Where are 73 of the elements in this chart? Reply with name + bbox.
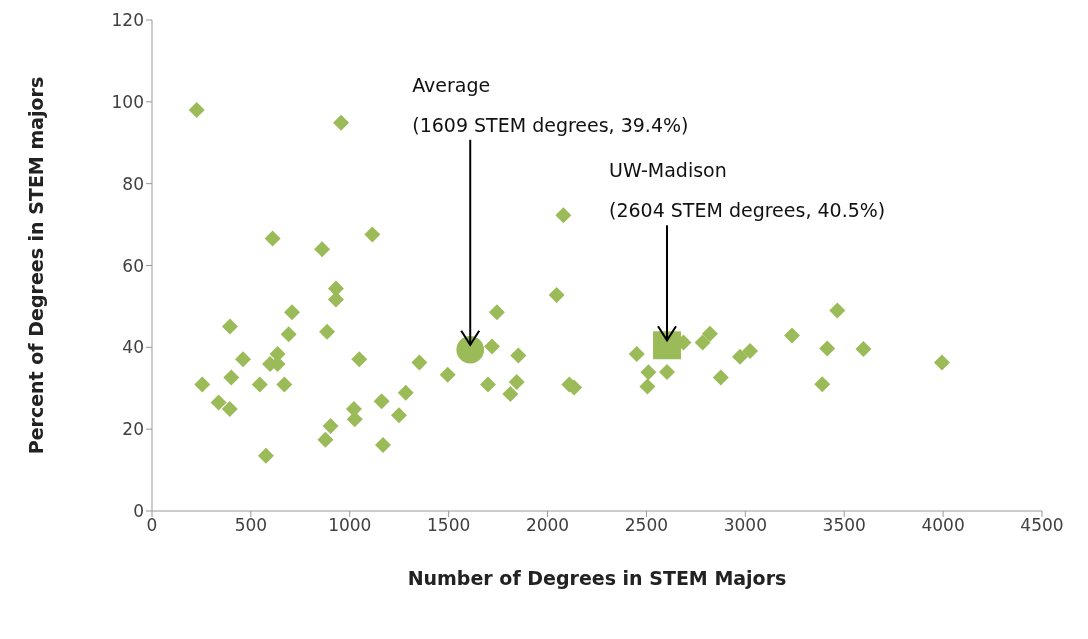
point bbox=[223, 369, 240, 386]
point bbox=[221, 401, 238, 418]
point bbox=[194, 376, 211, 393]
y-tick-label: 100 bbox=[111, 91, 144, 112]
point bbox=[276, 376, 293, 393]
annotation: UW-Madison (2604 STEM degrees, 40.5%) bbox=[609, 159, 886, 222]
point bbox=[210, 394, 227, 411]
point bbox=[548, 286, 565, 303]
point bbox=[373, 393, 390, 410]
x-tick-label: 1500 bbox=[427, 515, 471, 536]
point bbox=[829, 302, 846, 319]
point bbox=[483, 338, 500, 355]
point bbox=[855, 340, 872, 357]
y-tick-label: 60 bbox=[122, 255, 144, 276]
x-tick-label: 3000 bbox=[723, 515, 767, 536]
point bbox=[333, 114, 350, 131]
point bbox=[694, 334, 711, 351]
point bbox=[257, 447, 274, 464]
point bbox=[731, 348, 748, 365]
point bbox=[480, 376, 497, 393]
point bbox=[488, 304, 505, 321]
point bbox=[933, 354, 950, 371]
annotation: Average (1609 STEM degrees, 39.4%) bbox=[412, 73, 689, 136]
point bbox=[784, 327, 801, 344]
point bbox=[188, 102, 205, 119]
x-tick-label: 4000 bbox=[921, 515, 965, 536]
point bbox=[639, 378, 656, 395]
point bbox=[375, 437, 391, 454]
x-tick-label: 2500 bbox=[624, 515, 669, 536]
point bbox=[221, 318, 238, 335]
point bbox=[322, 417, 339, 434]
point bbox=[251, 376, 268, 393]
point bbox=[640, 364, 657, 381]
point bbox=[234, 351, 251, 368]
point bbox=[508, 374, 525, 391]
y-tick-label: 0 bbox=[133, 501, 144, 522]
point bbox=[439, 366, 456, 383]
x-tick-label: 4500 bbox=[1020, 515, 1064, 536]
point bbox=[712, 369, 729, 386]
point bbox=[351, 351, 368, 368]
point bbox=[364, 226, 381, 243]
y-axis-title: Percent of Degrees in STEM majors bbox=[24, 76, 47, 455]
point bbox=[742, 343, 759, 360]
y-tick-label: 80 bbox=[122, 173, 144, 194]
point bbox=[391, 407, 408, 424]
point bbox=[555, 207, 572, 224]
point bbox=[814, 376, 831, 393]
x-tick-label: 0 bbox=[146, 515, 158, 536]
x-tick-label: 2000 bbox=[525, 515, 570, 536]
point bbox=[819, 340, 836, 357]
point bbox=[628, 345, 645, 362]
point bbox=[502, 385, 519, 402]
point bbox=[264, 230, 281, 247]
y-tick-label: 20 bbox=[122, 419, 144, 440]
y-tick-label: 40 bbox=[122, 337, 144, 358]
point bbox=[659, 363, 676, 380]
x-tick-label: 1000 bbox=[328, 515, 372, 536]
point bbox=[456, 336, 485, 364]
point bbox=[317, 431, 334, 448]
point bbox=[397, 384, 414, 401]
point bbox=[346, 411, 363, 428]
x-axis-title: Number of Degrees in STEM Majors bbox=[407, 567, 787, 589]
point bbox=[411, 354, 428, 371]
y-tick-label: 120 bbox=[111, 10, 144, 31]
x-tick-label: 3500 bbox=[822, 515, 866, 536]
point bbox=[510, 347, 527, 364]
point bbox=[284, 304, 301, 321]
x-tick-label: 500 bbox=[234, 515, 268, 536]
point bbox=[701, 325, 718, 342]
point bbox=[319, 323, 336, 340]
point bbox=[314, 241, 331, 258]
point bbox=[653, 331, 681, 360]
point bbox=[280, 326, 297, 343]
